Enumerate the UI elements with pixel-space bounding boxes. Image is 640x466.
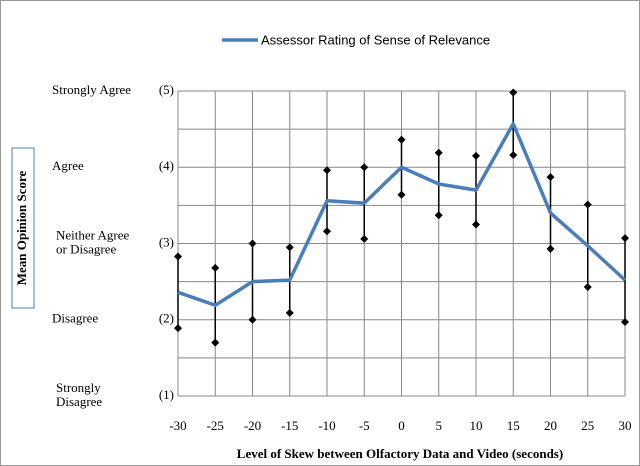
x-tick-label: 25 bbox=[581, 418, 594, 433]
x-tick-label: -5 bbox=[359, 418, 370, 433]
error-cap bbox=[248, 315, 257, 324]
y-tick-name: Strongly Agree bbox=[52, 82, 131, 97]
error-cap bbox=[285, 308, 294, 317]
error-cap bbox=[360, 163, 369, 172]
x-axis-label: Level of Skew between Olfactory Data and… bbox=[237, 446, 563, 461]
x-tick-label: 5 bbox=[436, 418, 443, 433]
y-tick-label: (3) bbox=[159, 234, 174, 249]
legend-label: Assessor Rating of Sense of Relevance bbox=[261, 32, 490, 47]
y-tick-name: or Disagree bbox=[56, 241, 117, 256]
y-tick-name: Disagree bbox=[52, 311, 98, 326]
error-cap bbox=[174, 252, 182, 261]
error-cap bbox=[211, 263, 220, 272]
x-tick-label: 30 bbox=[619, 418, 632, 433]
error-cap bbox=[546, 173, 555, 182]
error-cap bbox=[472, 220, 480, 229]
x-tick-label: 20 bbox=[544, 418, 557, 433]
y-tick-name: Disagree bbox=[56, 394, 102, 409]
error-cap bbox=[621, 234, 629, 243]
error-cap bbox=[285, 243, 294, 252]
error-cap bbox=[397, 190, 406, 199]
error-cap bbox=[323, 227, 331, 236]
error-cap bbox=[472, 151, 480, 160]
error-cap bbox=[434, 148, 443, 157]
error-cap bbox=[546, 244, 555, 253]
x-tick-label: -30 bbox=[169, 418, 186, 433]
error-cap bbox=[509, 88, 518, 97]
x-tick-label: 15 bbox=[507, 418, 520, 433]
y-tick-label: (2) bbox=[159, 311, 174, 326]
y-label-box bbox=[11, 147, 35, 309]
x-tick-label: -20 bbox=[244, 418, 261, 433]
error-cap bbox=[174, 324, 182, 333]
y-tick-label: (5) bbox=[159, 82, 174, 97]
y-tick-name: Strongly bbox=[56, 380, 101, 395]
error-cap bbox=[509, 151, 518, 160]
y-tick-name: Neither Agree bbox=[56, 227, 130, 242]
error-cap bbox=[434, 211, 443, 220]
x-tick-label: -25 bbox=[207, 418, 224, 433]
error-cap bbox=[583, 282, 592, 291]
error-cap bbox=[323, 166, 331, 175]
error-cap bbox=[583, 200, 592, 209]
x-tick-label: -15 bbox=[281, 418, 298, 433]
error-cap bbox=[621, 318, 629, 327]
y-tick-label: (1) bbox=[159, 387, 174, 402]
error-cap bbox=[397, 135, 406, 144]
y-tick-label: (4) bbox=[159, 158, 174, 173]
error-cap bbox=[211, 338, 220, 347]
y-tick-name: Agree bbox=[52, 158, 84, 173]
error-cap bbox=[360, 234, 369, 243]
x-tick-label: 10 bbox=[470, 418, 483, 433]
x-tick-label: 0 bbox=[398, 418, 405, 433]
line bbox=[177, 122, 627, 308]
error-cap bbox=[248, 239, 257, 248]
x-tick-label: -10 bbox=[318, 418, 335, 433]
y-axis-label: Mean Opinion Score bbox=[14, 170, 29, 285]
